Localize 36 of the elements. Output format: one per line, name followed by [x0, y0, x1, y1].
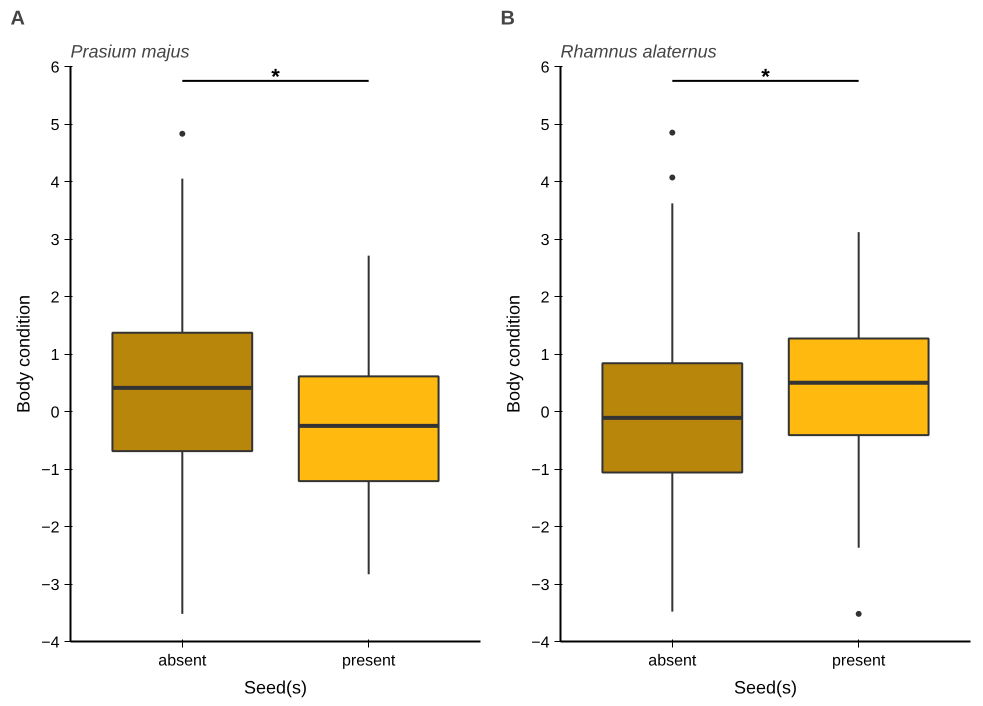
- y-tick-label: −1: [531, 462, 550, 479]
- y-tick-label: 5: [540, 117, 550, 134]
- annotation: *: [271, 64, 280, 89]
- y-tick-label: 3: [50, 232, 60, 249]
- x-tick-label: present: [342, 652, 396, 670]
- y-tick-label: 0: [540, 404, 550, 422]
- x-tick-label: absent: [648, 652, 697, 670]
- y-tick-label: 2: [540, 290, 550, 306]
- x-axis-title: Seed(s): [244, 678, 308, 698]
- text: B: [500, 8, 515, 30]
- y-tick-label: −2: [531, 520, 550, 536]
- y-tick-label: 1: [50, 347, 60, 364]
- x-tick-label: absent: [158, 652, 207, 670]
- y-tick-label: −2: [41, 520, 60, 536]
- chart-title: Rhamnus alaternus: [560, 42, 717, 62]
- y-tick-label: −1: [41, 462, 60, 479]
- chart-title: Prasium majus: [70, 42, 190, 62]
- y-tick-label: 4: [540, 174, 550, 192]
- text: A: [10, 8, 25, 30]
- y-tick-label: −3: [531, 577, 550, 594]
- y-tick-label: 6: [540, 60, 550, 76]
- y-axis-title: Body condition: [13, 294, 34, 414]
- x-tick-label: present: [832, 652, 886, 670]
- y-tick-label: 6: [50, 60, 60, 76]
- y-tick-label: 3: [540, 232, 550, 249]
- annotation: *: [761, 64, 770, 89]
- y-tick-label: 2: [50, 290, 60, 306]
- y-tick-label: −4: [41, 634, 60, 652]
- y-tick-label: 0: [50, 404, 60, 422]
- y-tick-label: −3: [41, 577, 60, 594]
- y-tick-label: 1: [540, 347, 550, 364]
- y-axis-title: Body condition: [503, 294, 524, 414]
- y-tick-label: 5: [50, 117, 60, 134]
- y-tick-label: −4: [531, 634, 550, 652]
- y-tick-label: 4: [50, 174, 60, 192]
- x-axis-title: Seed(s): [734, 678, 798, 698]
